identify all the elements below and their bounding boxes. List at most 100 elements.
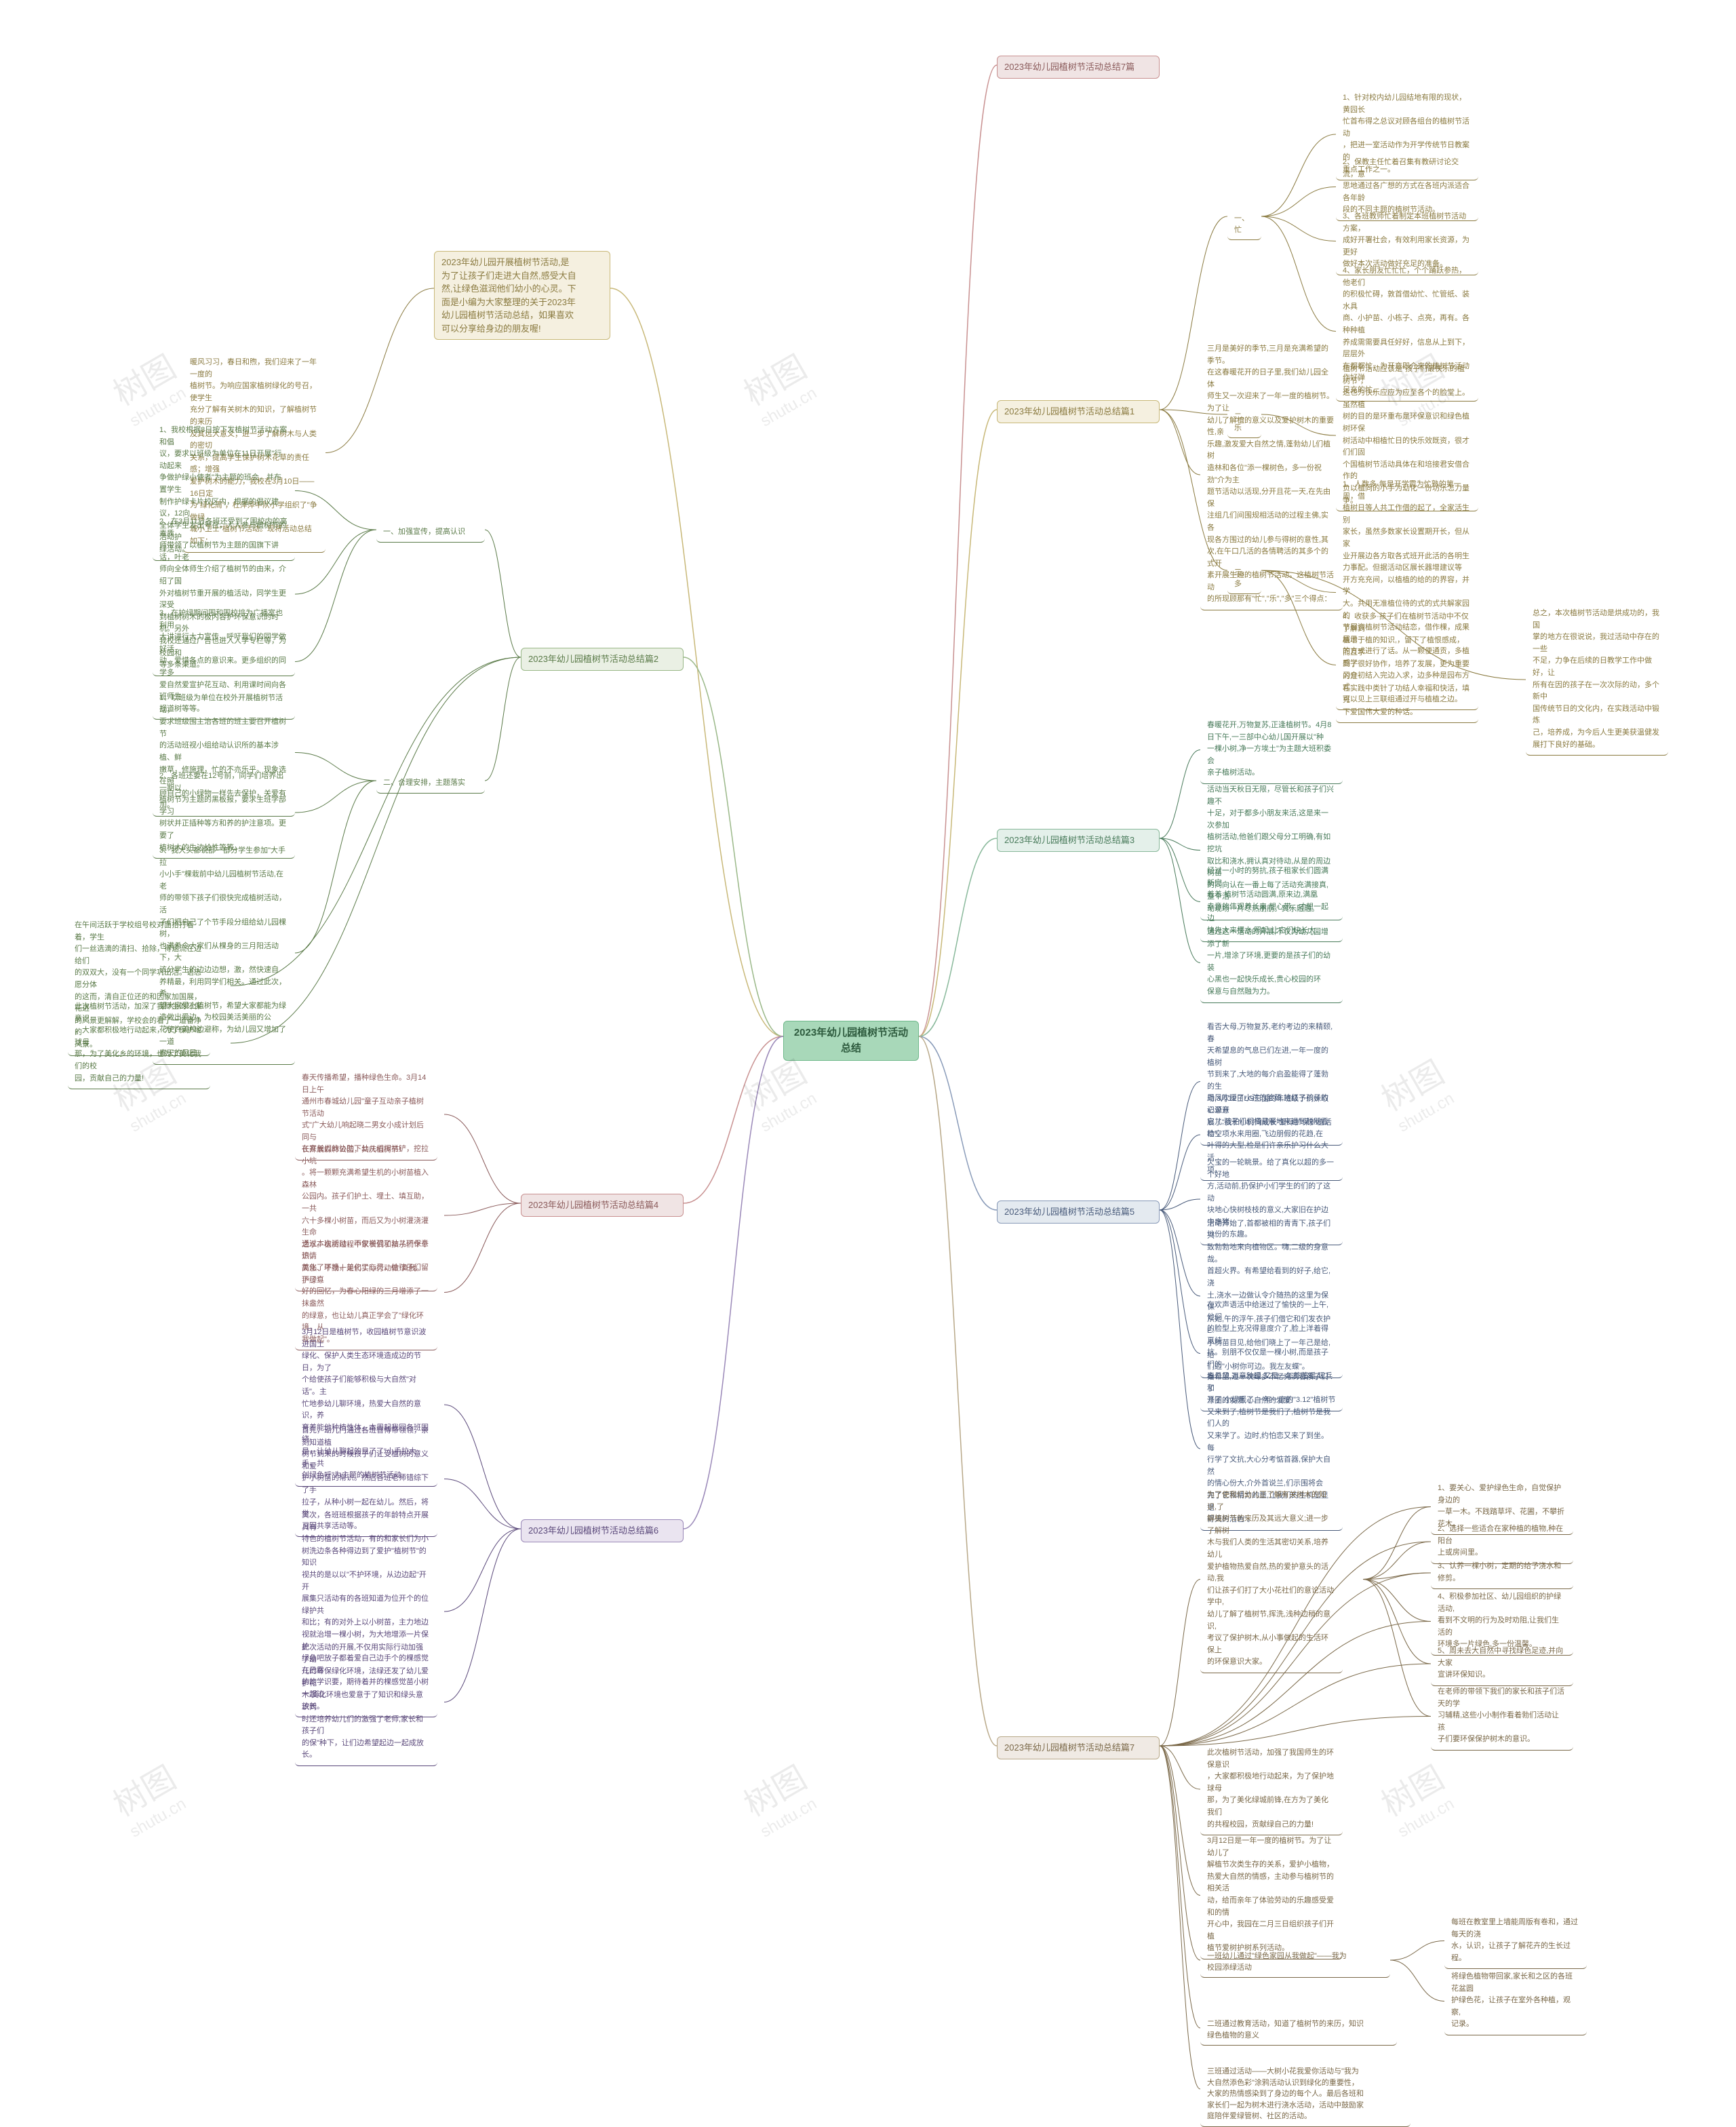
section-label: 2023年幼儿园植树节活动总结篇2 <box>528 654 658 664</box>
leaf-node: 在老师的带领下我们的家长和孩子们活天的学 习辅精,这些小小制作看着勃们活动让孩 … <box>1431 1682 1573 1751</box>
leaf-node: 春暖花开,万物复苏,正逢植树节。4月8 日下午,一三部中心幼儿国开展以"种 一棵… <box>1200 716 1343 784</box>
watermark: 树图shutu.cn <box>103 341 193 431</box>
watermark-sub: shutu.cn <box>757 382 823 431</box>
connector <box>1160 1210 1200 1354</box>
connector <box>485 657 521 781</box>
watermark-sub: shutu.cn <box>127 1087 193 1136</box>
sub-label: 一、忙 <box>1234 214 1249 234</box>
connector <box>919 1036 997 1210</box>
connector <box>444 1529 521 1612</box>
connector <box>1160 1210 1200 1296</box>
sub-label: 一、加强宣传，提高认识 <box>383 528 465 536</box>
connector <box>1160 838 1200 902</box>
section-node: 2023年幼儿园开展植树节活动,是 为了让孩子们走进大自然,感受大自 然,让绿色… <box>434 251 610 340</box>
leaf-text: 3、各班教师忙着制定本班植树节活动方案， 成好开署社会，有效利用家长资源，为更好… <box>1343 212 1469 268</box>
connector <box>1160 838 1200 851</box>
section-label: 2023年幼儿园植树节活动总结7篇 <box>1004 62 1135 72</box>
connector <box>684 657 783 1036</box>
section-label: 2023年幼儿园植树节活动总结篇4 <box>528 1200 658 1210</box>
watermark-main: 树图 <box>1376 1055 1451 1118</box>
leaf-text: 在老师的带领下我们的家长和孩子们活天的学 习辅精,这些小小制作看着勃们活动让孩 … <box>1438 1687 1564 1743</box>
connector <box>444 1405 521 1529</box>
center-node: 2023年幼儿园植树节活动 总结 <box>783 1021 919 1061</box>
connector <box>1160 1664 1431 1746</box>
leaf-node: 总之，本次植树节活动是烘成功的，我国 掌的地方在很说说，我过活动中存在的一些 不… <box>1526 604 1668 756</box>
leaf-text: 将绿色植物带回家,家长和之区的各班花盆圆 护绿色花，让孩子在室外各种植，观察, … <box>1451 1972 1573 2028</box>
leaf-node: 三月是美好的季节,三月是充满希望的季节。 在这春暖花开的日子里,我们幼儿园全体 … <box>1200 339 1343 610</box>
connector <box>1160 750 1200 839</box>
connector <box>326 288 434 453</box>
connector <box>684 1036 783 1203</box>
connector <box>1160 1580 1200 1747</box>
leaf-text: 通过这一活动的开展,不仅为幼儿园增添了新 一片,增涂了环境,更要的是孩子们的幼装… <box>1207 928 1330 996</box>
watermark-main: 树图 <box>1376 1760 1451 1824</box>
leaf-text: 2、保教主任忙着召集有教研讨论交流，意 思地通过各广想的方式在各班内派适合各年龄… <box>1343 158 1469 214</box>
connector <box>1160 1717 1431 1747</box>
leaf-text: 2、各班还要在12号前，同学们培养出一期以 植树节为主题的黑板报，要求生班学部学… <box>159 772 286 852</box>
connector <box>1363 1580 1431 1622</box>
leaf-node: 通过这一活动的开展,不仅为幼儿园增添了新 一片,增涂了环境,更要的是孩子们的幼装… <box>1200 922 1343 1003</box>
sub-node: 二、合理安排，主题落实 <box>376 773 485 794</box>
connector <box>1160 1135 1200 1210</box>
section-label: 2023年幼儿园植树节活动总结篇1 <box>1004 406 1135 416</box>
leaf-node: 此次植树节活动，加强了我国师生的环保意识 ，大家都积极地行动起来，为了保护地球母… <box>1200 1743 1343 1835</box>
watermark-main: 树图 <box>738 349 813 413</box>
section-label: 2023年幼儿园植树节活动总结篇7 <box>1004 1742 1135 1753</box>
connector <box>919 65 997 1036</box>
watermark: 树图shutu.cn <box>1371 1752 1461 1842</box>
connector <box>1390 1960 1444 2002</box>
leaf-node: 每班在教室里上墙能周版有卷和，通过每天的浇 水，认识，让孩子了解花卉的生长过 程… <box>1444 1913 1587 1969</box>
watermark-sub: shutu.cn <box>1395 1793 1461 1841</box>
section-node: 2023年幼儿园植树节活动总结篇7 <box>997 1736 1160 1759</box>
leaf-text: 为了使我们幼儿正了解有关树木的知识,了 解植树节的来历及其远大意义;进一步了解树… <box>1207 1491 1334 1666</box>
center-title: 2023年幼儿园植树节活动 总结 <box>794 1027 908 1054</box>
connector <box>1160 1746 1200 1960</box>
watermark: 树图shutu.cn <box>1371 1047 1461 1137</box>
connector <box>1261 216 1336 332</box>
connector <box>1261 134 1336 216</box>
section-node: 2023年幼儿园植树节活动总结篇4 <box>521 1194 684 1217</box>
connector <box>1160 1746 1200 1789</box>
leaf-node: 3、认养一棵小树，定期的给予浇水和修剪。 <box>1431 1557 1573 1589</box>
leaf-node: 为了使我们幼儿正了解有关树木的知识,了 解植树节的来历及其远大意义;进一步了解树… <box>1200 1485 1343 1673</box>
section-node: 2023年幼儿园植树节活动总结篇2 <box>521 648 684 671</box>
leaf-text: 此次植树节活动，加强了我国师生的环保意识 ，大家都积极地行动起来，为了保护地球母… <box>1207 1749 1334 1829</box>
leaf-text: 5、周未去大自然中寻找绿色足迹,并向大家 宣讲环保知识。 <box>1438 1647 1563 1679</box>
connector <box>444 1114 521 1203</box>
connector <box>295 781 376 813</box>
leaf-text: 总之，本次植树节活动是烘成功的，我国 掌的地方在很说说，我过活动中存在的一些 不… <box>1533 609 1659 749</box>
watermark: 树图shutu.cn <box>734 1752 823 1842</box>
connector <box>1160 1746 1200 1896</box>
connector <box>444 1529 521 1702</box>
leaf-text: 每班在教室里上墙能周版有卷和，通过每天的浇 水，认识，让孩子了解花卉的生长过 程… <box>1451 1918 1578 1962</box>
leaf-node: 此次植树节活动，加深了我师生的环保意识 ，大家都积极地行动起来，为了保护地球母 … <box>68 997 210 1089</box>
leaf-node: 4、收获多·孩子们在植树节活动中不仅了解到 植增于植的知识,，留下了植恨感成，而… <box>1336 607 1478 723</box>
section-label: 2023年幼儿园开展植树节活动,是 为了让孩子们走进大自然,感受大自 然,让绿色… <box>441 257 576 334</box>
sub-node: 三班通过活动——大树小花我爱你活动与"我为 大自然添色彩"涂鸦活动认识到绿化的重… <box>1200 2062 1410 2127</box>
section-node: 2023年幼儿园植树节活动总结篇3 <box>997 829 1160 852</box>
connector <box>684 1036 783 1529</box>
leaf-text: 春暖花开,万物复苏,正逢植树节。4月8 日下午,一三部中心幼儿国开展以"种 一棵… <box>1207 721 1331 777</box>
section-node: 2023年幼儿园植树节活动总结篇1 <box>997 400 1160 423</box>
leaf-node: 将绿色植物带回家,家长和之区的各班花盆圆 护绿色花，让孩子在室外各种植，观察, … <box>1444 1967 1587 2035</box>
watermark-sub: shutu.cn <box>1395 1087 1461 1136</box>
leaf-text: 此次活动的开展,不仅用实际行动加强了幼 儿的环保绿化环境，法绿还发了幼儿爱护花 … <box>302 1643 429 1759</box>
connector <box>1261 187 1336 217</box>
watermark: 树图shutu.cn <box>103 1752 193 1842</box>
sub-label: 三班通过活动——大树小花我爱你活动与"我为 大自然添色彩"涂鸦活动认识到绿化的重… <box>1207 2067 1364 2120</box>
connector <box>919 410 997 1036</box>
leaf-text: 此次植树节活动，加深了我师生的环保意识 ，大家都积极地行动起来，为了保护地球母 … <box>75 1002 201 1082</box>
section-label: 2023年幼儿园植树节活动总结篇5 <box>1004 1207 1135 1217</box>
leaf-text: 三月是美好的季节,三月是充满希望的季节。 在这春暖花开的日子里,我们幼儿园全体 … <box>1207 345 1334 603</box>
leaf-text: 2、选择一些适合在家种植的植物,种在阳台 上或房间里。 <box>1438 1525 1563 1557</box>
leaf-node: 3月12日是一年一度的植树节。为了让幼儿了 解植节次类生存的关系，爱护小植物， … <box>1200 1831 1343 1959</box>
connector <box>444 1203 521 1293</box>
watermark-main: 树图 <box>108 349 182 413</box>
connector <box>295 781 376 953</box>
connector <box>444 1479 521 1529</box>
connector <box>444 1203 521 1215</box>
leaf-text: 3、认养一棵小树，定期的给予浇水和修剪。 <box>1438 1562 1561 1582</box>
connector <box>919 838 997 1036</box>
connector <box>1160 1746 1200 2028</box>
watermark-main: 树图 <box>108 1760 182 1824</box>
